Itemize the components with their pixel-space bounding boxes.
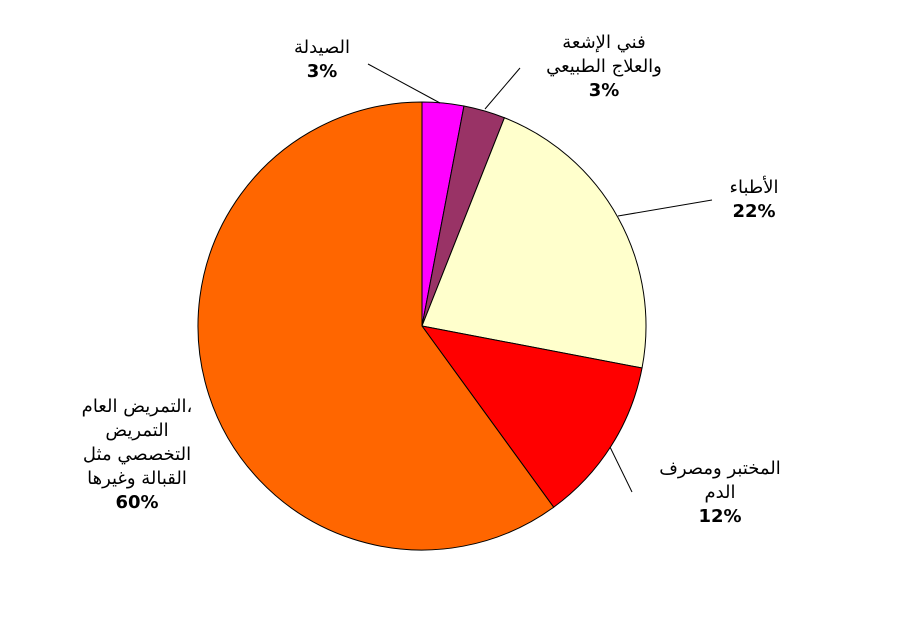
slice-category-label: التمريض <box>105 420 168 441</box>
slice-value-label: 12% <box>698 506 741 527</box>
pie-slice <box>420 325 643 508</box>
pie-slice <box>197 101 555 551</box>
leader-line <box>609 446 633 493</box>
slice-labels: الصيدلة 3% فني الإشعة والعلاج الطبيعي 3% الأط… <box>82 32 781 527</box>
slice-category-label: الأطباء <box>730 176 779 198</box>
pie-slices <box>197 101 647 551</box>
leader-line <box>484 67 521 110</box>
slice-category-label: الدم <box>704 482 735 503</box>
slice-category-label: الصيدلة <box>294 37 350 58</box>
slice-value-label: 3% <box>589 80 620 101</box>
slice-category-label: المختبر ومصرف <box>659 458 781 479</box>
slice-value-label: 3% <box>307 61 338 82</box>
slice-label: المختبر ومصرف الدم 12% <box>659 458 781 527</box>
leader-lines <box>367 63 713 493</box>
slice-label: الأطباء 22% <box>730 176 779 222</box>
pie-slice <box>421 117 647 369</box>
slice-label: التمريض العام، التمريض التخصصي مثل القبالة … <box>82 396 193 513</box>
slice-category-label: التخصصي مثل <box>83 444 191 465</box>
slice-category-label: التمريض العام، <box>82 396 193 417</box>
slice-category-label: القبالة وغيرها <box>87 468 187 489</box>
slice-value-label: 22% <box>732 201 775 222</box>
leader-line <box>617 199 713 217</box>
leader-line <box>367 63 441 104</box>
slice-category-label: والعلاج الطبيعي <box>546 56 662 77</box>
slice-value-label: 60% <box>115 492 158 513</box>
slice-label: فني الإشعة والعلاج الطبيعي 3% <box>546 32 662 101</box>
slice-label: الصيدلة 3% <box>294 37 350 82</box>
slice-category-label: فني الإشعة <box>562 32 645 53</box>
